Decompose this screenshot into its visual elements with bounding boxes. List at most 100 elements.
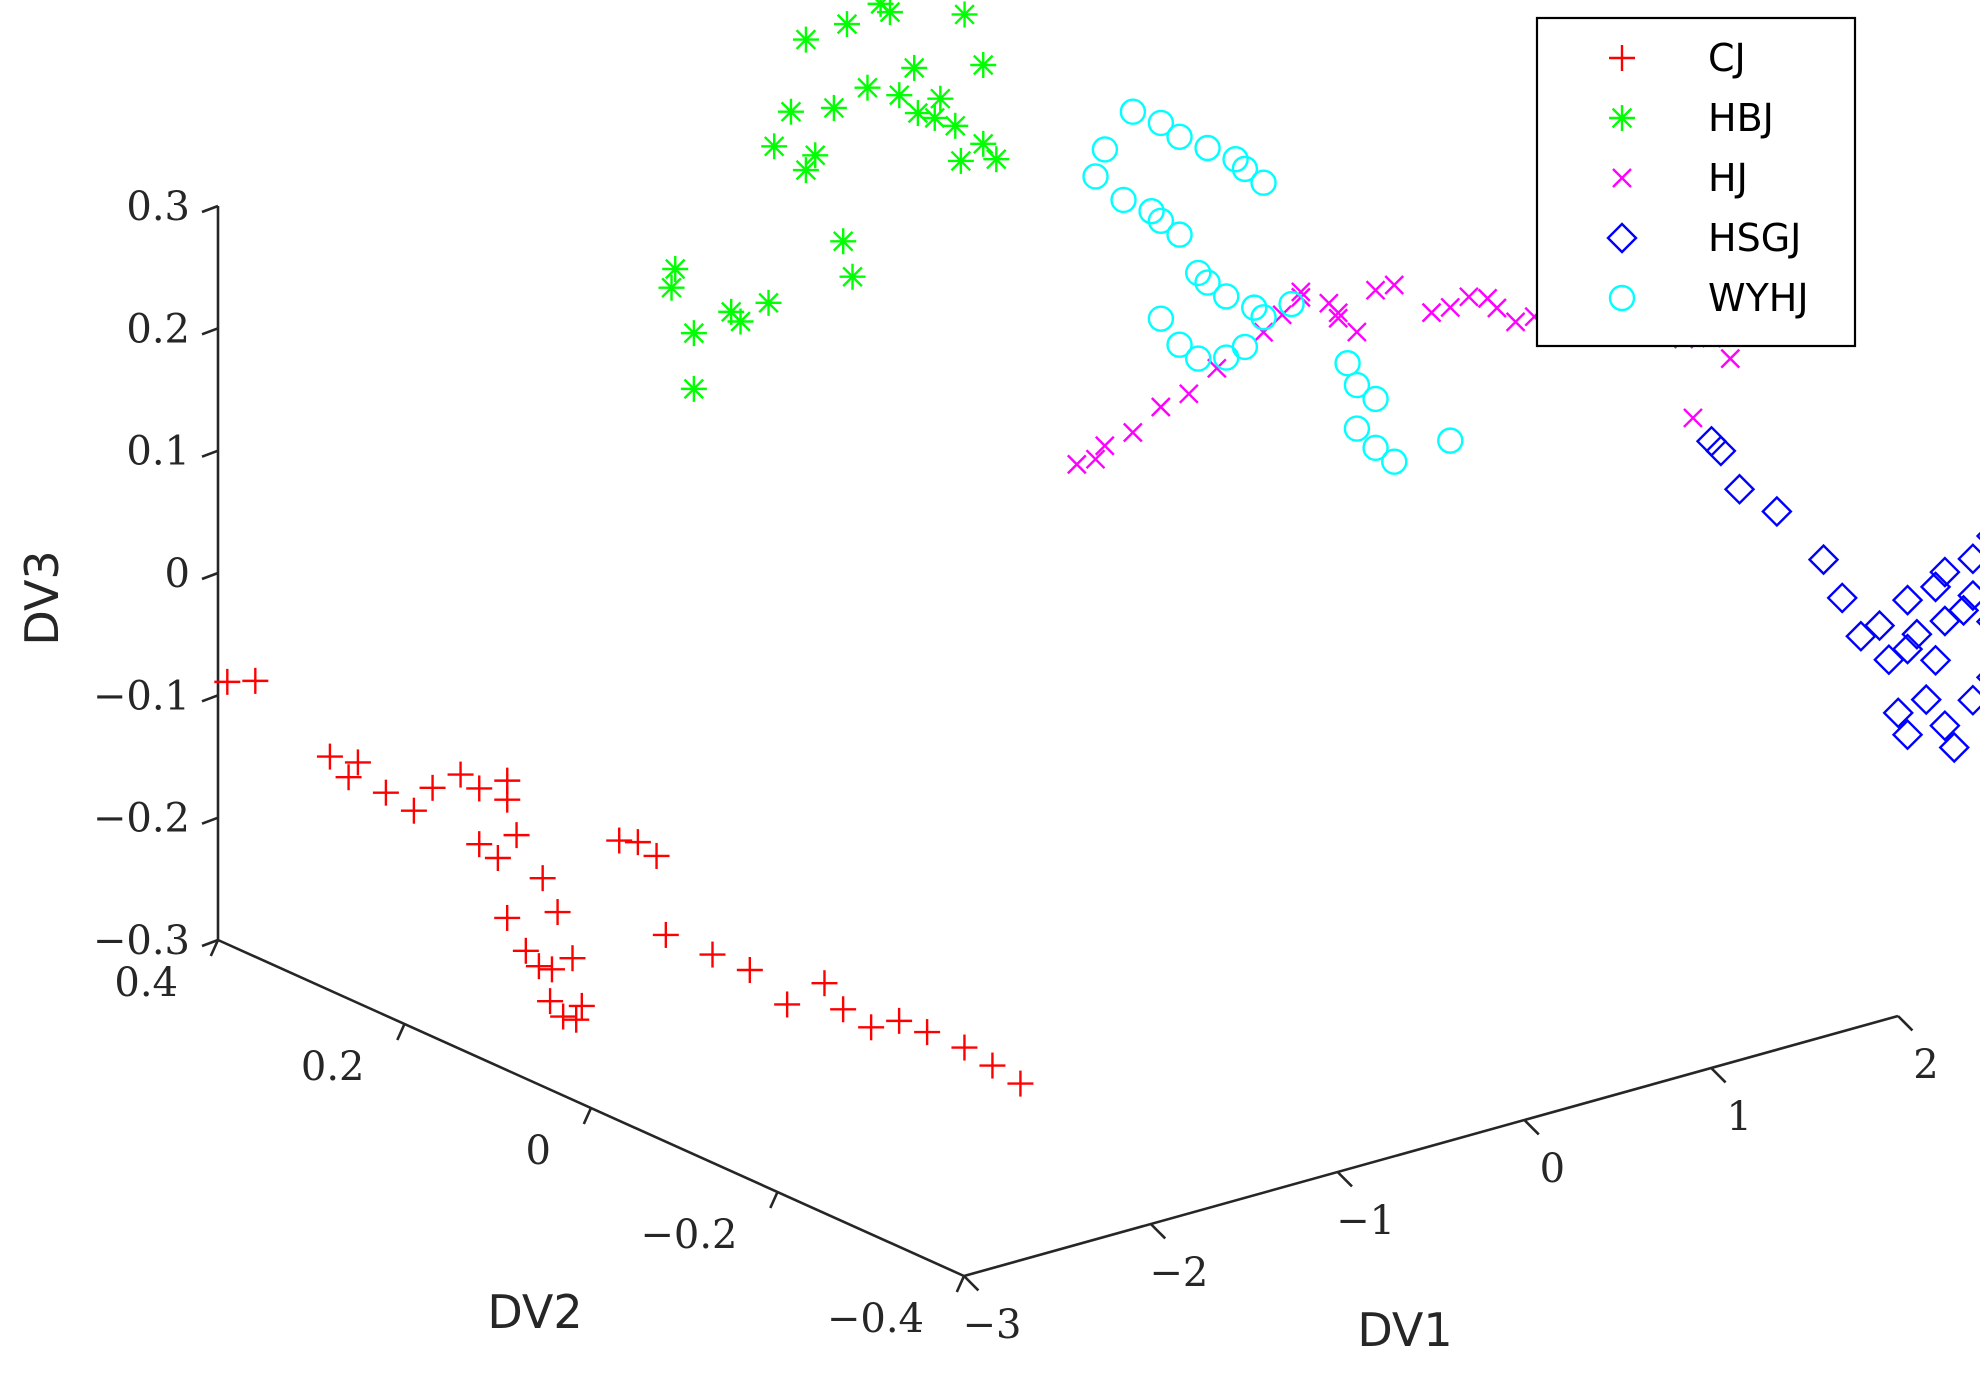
- data-point-hj: [1328, 302, 1349, 323]
- data-point-cj: [643, 842, 670, 869]
- data-point-hsgj: [1947, 594, 1980, 627]
- data-point-hj: [1421, 302, 1442, 323]
- legend-marker-hsgj: [1606, 222, 1638, 254]
- data-point-hbj: [927, 85, 954, 112]
- data-point-wyhj: [1185, 345, 1212, 372]
- legend: CJ HBJ HJ HSGJ WYHJ: [1535, 16, 1857, 348]
- series-wyhj: [1082, 98, 1464, 475]
- z-tick-mark: [201, 327, 219, 336]
- data-point-cj: [568, 992, 595, 1019]
- x-tick-mark: [963, 1275, 980, 1292]
- data-point-hj: [1178, 383, 1199, 404]
- axes-layer: DV3 DV2 DV1: [15, 206, 1899, 1357]
- data-point-wyhj: [1194, 134, 1221, 162]
- data-point-hbj: [761, 133, 788, 160]
- x-tick-mark: [1710, 1067, 1727, 1084]
- data-point-wyhj: [1250, 304, 1277, 331]
- data-point-hbj: [830, 228, 857, 255]
- z-axis-label: DV3: [15, 550, 69, 645]
- data-point-hj: [1505, 312, 1526, 332]
- data-point-cj: [242, 667, 269, 694]
- data-point-hj: [1347, 322, 1367, 342]
- data-point-hbj: [947, 147, 974, 174]
- data-point-cj: [544, 899, 571, 926]
- legend-label: CJ: [1708, 36, 1746, 80]
- y-tick-label: 0: [526, 1128, 551, 1174]
- ticks-layer: −0.3 −0.2 −0.1 0 0.1 0.2 0.3 −0.4 −0.2 0 0.2 0.4 −3 −…: [93, 184, 1939, 1348]
- data-point-hbj: [942, 112, 969, 139]
- data-point-hsgj: [1873, 644, 1905, 676]
- data-point-wyhj: [1241, 294, 1268, 321]
- data-point-hj: [1440, 297, 1461, 318]
- data-point-hj: [1384, 275, 1405, 295]
- data-point-wyhj: [1334, 350, 1361, 377]
- z-tick-mark: [201, 204, 219, 214]
- data-point-hbj: [886, 82, 913, 109]
- data-point-wyhj: [1250, 169, 1277, 196]
- data-point-cj: [419, 774, 446, 801]
- data-point-hsgj: [1723, 473, 1756, 505]
- data-point-hbj: [854, 74, 881, 101]
- x-tick-label: 0: [1540, 1146, 1565, 1192]
- data-point-wyhj: [1138, 197, 1165, 225]
- z-tick-label: 0.3: [126, 184, 190, 230]
- data-point-wyhj: [1343, 415, 1371, 442]
- data-point-cj: [951, 1034, 978, 1061]
- data-point-wyhj: [1082, 163, 1109, 190]
- data-point-hbj: [983, 146, 1010, 173]
- data-point-hsgj: [1929, 605, 1961, 637]
- data-point-hbj: [970, 52, 997, 78]
- y-tick-label: −0.2: [640, 1212, 737, 1258]
- data-point-cj: [914, 1019, 941, 1046]
- data-point-hsgj: [1863, 609, 1896, 642]
- data-point-cj: [563, 1006, 590, 1033]
- data-point-hj: [1459, 286, 1479, 307]
- legend-entry-hsgj: HSGJ: [1606, 216, 1801, 260]
- legend-marker-hbj: [1609, 105, 1635, 131]
- data-point-wyhj: [1437, 427, 1464, 454]
- z-tick-mark: [201, 816, 219, 825]
- data-point-wyhj: [1213, 344, 1240, 371]
- legend-label: HBJ: [1708, 96, 1774, 140]
- y-tick-label: 0.2: [301, 1044, 365, 1090]
- data-point-hbj: [662, 256, 689, 282]
- legend-entry-hbj: HBJ: [1609, 96, 1774, 140]
- data-point-hbj: [951, 1, 978, 28]
- data-point-hbj: [820, 94, 847, 121]
- z-tick-mark: [201, 938, 219, 948]
- data-point-wyhj: [1362, 434, 1389, 462]
- data-point-cj: [525, 953, 552, 980]
- data-point-cj: [214, 668, 241, 695]
- data-point-cj: [344, 749, 371, 776]
- y-tick-mark: [396, 1023, 406, 1041]
- y-tick-mark: [209, 939, 220, 957]
- series-hbj: [658, 0, 1010, 402]
- data-point-hj: [1085, 449, 1106, 470]
- data-point-cj: [484, 845, 511, 871]
- data-point-wyhj: [1213, 283, 1240, 310]
- data-point-cj: [316, 743, 343, 770]
- data-point-hbj: [839, 263, 866, 290]
- data-point-wyhj: [1194, 269, 1221, 296]
- data-point-hj: [1487, 298, 1507, 318]
- legend-entries: CJ HBJ HJ HSGJ WYHJ: [1606, 36, 1809, 320]
- data-point-cj: [529, 865, 556, 892]
- data-point-hj: [1094, 435, 1115, 456]
- data-point-wyhj: [1147, 109, 1175, 137]
- data-point-hj: [1066, 454, 1087, 475]
- data-point-wyhj: [1362, 385, 1389, 413]
- data-point-hbj: [727, 308, 754, 335]
- data-point-hsgj: [1705, 435, 1737, 467]
- data-point-hsgj: [1807, 543, 1840, 576]
- data-point-cj: [494, 767, 521, 794]
- data-point-hsgj: [1910, 683, 1942, 716]
- data-point-wyhj: [1185, 259, 1212, 287]
- data-point-cj: [503, 822, 530, 849]
- data-point-wyhj: [1147, 207, 1175, 235]
- data-point-cj: [559, 945, 586, 972]
- x-tick-label: −3: [963, 1302, 1022, 1348]
- data-point-hsgj: [1919, 644, 1952, 676]
- legend-label: HJ: [1708, 156, 1748, 200]
- z-tick-label: 0.2: [126, 306, 190, 352]
- series-hsgj: [1695, 425, 1980, 764]
